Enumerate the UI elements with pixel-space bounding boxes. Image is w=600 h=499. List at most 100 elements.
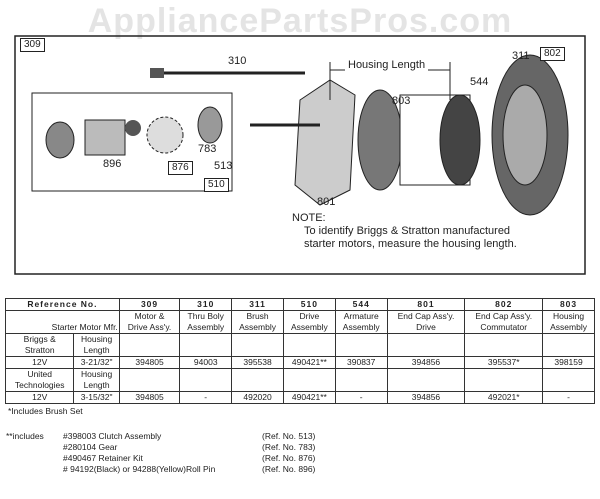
ref-cell: 311 xyxy=(231,298,284,311)
diagram-frame xyxy=(14,35,586,275)
note: NOTE: To identify Briggs & Stratton manu… xyxy=(292,212,517,251)
part-number-cell-line: - xyxy=(567,392,570,402)
bolt-head xyxy=(150,68,164,78)
length-cell: 3-15/32" xyxy=(73,391,120,404)
clutch-assembly xyxy=(84,119,126,156)
ref-cell: 310 xyxy=(179,298,233,311)
empty-cell xyxy=(179,368,233,392)
housing-magnets xyxy=(439,94,481,186)
part-number-cell: 492020 xyxy=(231,391,284,404)
ref-cell: 309 xyxy=(118,298,181,311)
footnote-ref: (Ref. No. 783) xyxy=(262,442,316,452)
part-number-cell: 492021* xyxy=(464,391,544,404)
part-number-cell: 490421** xyxy=(282,356,336,369)
part-number-cell-line: 395538 xyxy=(243,357,272,367)
watermark: AppliancePartsPros.com xyxy=(87,2,513,40)
description-cell: Armature Assembly xyxy=(334,310,388,334)
description-line: Drive Ass'y. xyxy=(127,322,172,332)
description-cell: Drive Assembly xyxy=(282,310,336,334)
part-number-cell-line: 398159 xyxy=(554,357,583,367)
description-cell: Brush Assembly xyxy=(231,310,284,334)
part-number-cell-line: 492021* xyxy=(487,392,520,402)
part-number-row: 12V 3-15/32" 394805 - 492020 490421** - 394856 4… xyxy=(4,391,595,404)
part-number-cell-line: - xyxy=(204,392,208,402)
footnote-single: *Includes Brush Set xyxy=(8,406,83,416)
footnote-item: #490467 Retainer Kit xyxy=(63,453,143,463)
part-number-cell-line: 490421** xyxy=(291,357,327,367)
retainer xyxy=(125,120,141,136)
empty-cell xyxy=(464,333,544,357)
description-cell: Housing Assembly xyxy=(542,310,595,334)
part-number-cell-line: - xyxy=(359,392,363,402)
callout-311: 311 xyxy=(512,50,530,62)
description-line: Assembly xyxy=(187,322,225,332)
part-number-cell: 390837 xyxy=(334,356,388,369)
callout-783: 783 xyxy=(198,143,217,155)
callout-801: 801 xyxy=(317,196,336,208)
description-line: Assembly xyxy=(239,322,276,332)
description-line: Drive xyxy=(416,322,436,332)
callout-896: 896 xyxy=(103,158,122,170)
part-number-cell: 398159 xyxy=(542,356,595,369)
empty-cell xyxy=(542,333,595,357)
empty-cell xyxy=(231,333,284,357)
callout-309: 309 xyxy=(20,38,45,52)
part-number-cell: 394856 xyxy=(386,391,466,404)
exploded-view-drawing xyxy=(14,35,586,275)
part-number-cell: 395537* xyxy=(464,356,544,369)
footnote-double-label: **includes xyxy=(6,431,44,441)
ref-cell: 510 xyxy=(282,298,336,311)
length-cell: 3-21/32" xyxy=(73,356,120,369)
empty-cell xyxy=(282,333,336,357)
part-number-cell: - xyxy=(542,391,595,404)
note-title: NOTE: xyxy=(292,212,326,224)
part-number-cell: 94003 xyxy=(179,356,233,369)
part-number-cell-line: 394805 xyxy=(135,357,164,367)
part-number-cell: - xyxy=(179,391,233,404)
callout-802: 802 xyxy=(540,47,565,61)
part-number-cell-line: 492020 xyxy=(243,392,272,402)
housing-length-header-line: Length xyxy=(83,345,110,355)
part-number-cell-line: 394805 xyxy=(135,392,164,402)
description-cell: End Cap Ass'y. Drive xyxy=(386,310,466,334)
manufacturer-cell-line: Technologies xyxy=(14,380,65,390)
empty-cell xyxy=(386,333,466,357)
part-number-cell: 395538 xyxy=(231,356,284,369)
footnote-ref: (Ref. No. 876) xyxy=(262,453,316,463)
clutch-part xyxy=(45,121,75,159)
note-line: starter motors, measure the housing leng… xyxy=(304,238,517,250)
part-number-cell-line: 390837 xyxy=(347,357,376,367)
description-line: Housing xyxy=(552,311,585,321)
description-row: Starter Motor Mfr. Motor & Drive Ass'y. Th… xyxy=(5,310,595,334)
manufacturer-row: United Technologies Housing Length xyxy=(4,368,595,392)
empty-cell xyxy=(179,333,233,357)
callout-510: 510 xyxy=(204,178,229,192)
voltage-cell: 12V xyxy=(4,391,75,404)
voltage-cell: 12V xyxy=(4,356,75,369)
part-number-cell-line: 395537* xyxy=(487,357,520,367)
part-number-cell: 394805 xyxy=(118,391,181,404)
callout-310: 310 xyxy=(228,55,247,67)
length-cell-line: 3-15/32" xyxy=(80,392,113,402)
empty-cell xyxy=(118,368,181,392)
empty-cell xyxy=(542,368,595,392)
description-line: End Cap Ass'y. xyxy=(475,311,533,321)
parts-table: Reference No. 309 310 311 510 544 801 80… xyxy=(4,298,595,404)
manufacturer-row: Briggs & Stratton Housing Length xyxy=(4,333,595,357)
mfr-label: Starter Motor Mfr. xyxy=(5,310,120,334)
housing-length-label: Housing Length xyxy=(345,59,429,72)
housing-length-header-line: Housing xyxy=(81,369,113,379)
footnote-item: #398003 Clutch Assembly xyxy=(63,431,162,441)
ref-cell: 801 xyxy=(386,298,466,311)
callout-803: 803 xyxy=(392,95,411,107)
description-line: Assembly xyxy=(550,322,587,332)
manufacturer-cell-line: United xyxy=(27,369,53,379)
housing-length-header: Housing Length xyxy=(73,333,120,357)
description-line: Thru Boly xyxy=(187,311,224,321)
empty-cell xyxy=(118,333,181,357)
part-number-cell-line: 490421** xyxy=(291,392,327,402)
description-line: Brush xyxy=(246,311,269,321)
voltage-cell-line: 12V xyxy=(32,357,48,367)
ref-cell: 802 xyxy=(464,298,544,311)
